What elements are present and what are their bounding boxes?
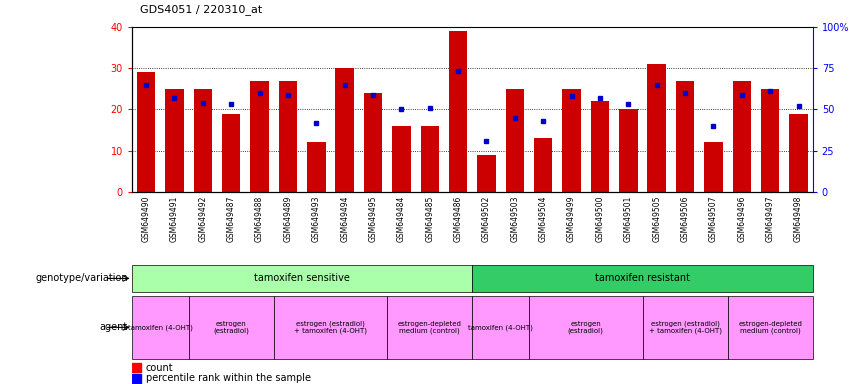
Bar — [529, 296, 643, 359]
Text: GDS4051 / 220310_at: GDS4051 / 220310_at — [140, 5, 263, 15]
Text: count: count — [146, 362, 173, 372]
Bar — [132, 374, 141, 383]
Text: GSM649497: GSM649497 — [766, 195, 774, 242]
Text: GSM649484: GSM649484 — [397, 195, 406, 242]
Text: GSM649490: GSM649490 — [141, 195, 151, 242]
Text: GSM649496: GSM649496 — [737, 195, 746, 242]
Bar — [132, 363, 141, 372]
Bar — [477, 155, 495, 192]
Text: percentile rank within the sample: percentile rank within the sample — [146, 374, 311, 384]
Bar — [643, 296, 728, 359]
Text: GSM649493: GSM649493 — [311, 195, 321, 242]
Text: GSM649487: GSM649487 — [226, 195, 236, 242]
Bar — [449, 31, 467, 192]
Text: GSM649505: GSM649505 — [652, 195, 661, 242]
Bar — [505, 89, 524, 192]
Bar — [137, 72, 155, 192]
Text: GSM649485: GSM649485 — [426, 195, 434, 242]
Bar — [165, 89, 184, 192]
Text: estrogen (estradiol)
+ tamoxifen (4-OHT): estrogen (estradiol) + tamoxifen (4-OHT) — [648, 320, 722, 334]
Text: GSM649492: GSM649492 — [198, 195, 208, 242]
Bar — [790, 114, 808, 192]
Text: genotype/variation: genotype/variation — [35, 273, 128, 283]
Bar — [619, 109, 637, 192]
Bar — [222, 114, 240, 192]
Text: GSM649501: GSM649501 — [624, 195, 633, 242]
Bar — [387, 296, 472, 359]
Bar — [132, 296, 189, 359]
Text: GSM649499: GSM649499 — [567, 195, 576, 242]
Bar — [193, 89, 212, 192]
Text: estrogen (estradiol)
+ tamoxifen (4-OHT): estrogen (estradiol) + tamoxifen (4-OHT) — [294, 320, 367, 334]
Text: tamoxifen sensitive: tamoxifen sensitive — [254, 273, 350, 283]
Text: tamoxifen resistant: tamoxifen resistant — [595, 273, 690, 283]
Bar — [761, 89, 780, 192]
Text: GSM649507: GSM649507 — [709, 195, 718, 242]
Text: estrogen
(estradiol): estrogen (estradiol) — [214, 321, 249, 334]
Bar — [189, 296, 274, 359]
Text: estrogen-depleted
medium (control): estrogen-depleted medium (control) — [738, 321, 802, 334]
Text: GSM649502: GSM649502 — [482, 195, 491, 242]
Bar — [278, 81, 297, 192]
Text: GSM649495: GSM649495 — [368, 195, 378, 242]
Bar — [392, 126, 410, 192]
Bar — [250, 81, 269, 192]
Bar — [364, 93, 382, 192]
Text: agent: agent — [100, 322, 128, 333]
Text: GSM649503: GSM649503 — [511, 195, 519, 242]
Bar — [676, 81, 694, 192]
Text: tamoxifen (4-OHT): tamoxifen (4-OHT) — [468, 324, 533, 331]
Bar — [472, 296, 529, 359]
Text: GSM649489: GSM649489 — [283, 195, 293, 242]
Bar — [335, 68, 354, 192]
Text: GSM649500: GSM649500 — [596, 195, 604, 242]
Bar — [274, 296, 387, 359]
Text: GSM649486: GSM649486 — [454, 195, 463, 242]
Text: GSM649488: GSM649488 — [255, 195, 264, 242]
Bar — [132, 265, 472, 292]
Text: GSM649504: GSM649504 — [539, 195, 548, 242]
Bar — [472, 265, 813, 292]
Bar — [648, 64, 665, 192]
Text: GSM649494: GSM649494 — [340, 195, 349, 242]
Bar — [591, 101, 609, 192]
Bar — [728, 296, 813, 359]
Bar — [704, 142, 722, 192]
Text: estrogen-depleted
medium (control): estrogen-depleted medium (control) — [397, 321, 462, 334]
Bar — [420, 126, 439, 192]
Bar — [733, 81, 751, 192]
Bar — [534, 138, 552, 192]
Text: GSM649506: GSM649506 — [681, 195, 689, 242]
Bar — [563, 89, 580, 192]
Text: tamoxifen (4-OHT): tamoxifen (4-OHT) — [128, 324, 192, 331]
Bar — [307, 142, 325, 192]
Text: estrogen
(estradiol): estrogen (estradiol) — [568, 321, 603, 334]
Text: GSM649491: GSM649491 — [170, 195, 179, 242]
Text: GSM649498: GSM649498 — [794, 195, 803, 242]
